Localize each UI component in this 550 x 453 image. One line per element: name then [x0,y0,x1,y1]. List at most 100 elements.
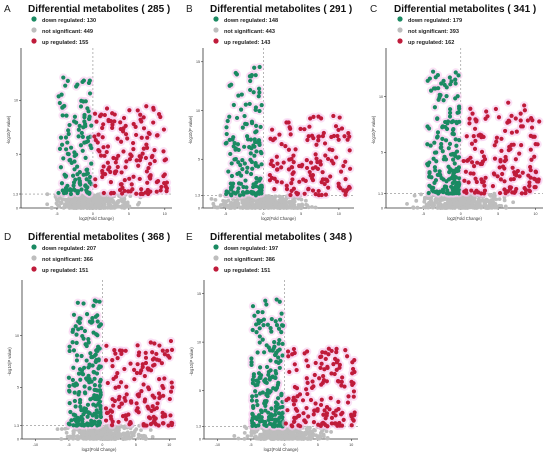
data-point-ns [72,202,77,207]
data-point-down [95,319,100,324]
data-point-up [146,165,151,171]
data-point-up [311,114,316,120]
data-point-up [147,161,153,166]
panel-label: D [4,232,11,243]
data-point-up [474,179,479,185]
data-point-ns [213,198,218,202]
data-point-down [82,384,87,389]
data-point-ns [136,436,141,440]
data-point-down [85,414,90,419]
data-point-up [508,177,514,182]
legend-marker-up [213,266,219,272]
data-point-down [440,124,445,129]
data-point-ns [124,435,129,440]
data-point-up [152,158,157,164]
data-point-up [101,164,106,169]
data-point-up [141,126,147,131]
data-point-down [80,333,85,339]
data-point-up [499,136,504,141]
data-point-down [236,147,241,153]
data-point-up [100,168,105,174]
data-point-down [244,185,249,190]
data-point-down [93,332,99,337]
data-point-ns [106,196,111,201]
data-point-down [98,390,103,395]
data-point-ns [111,199,116,203]
data-point-up [325,156,331,162]
data-point-down [82,115,87,120]
data-point-down [86,410,91,415]
data-point-down [438,93,443,98]
data-point-up [162,412,167,417]
data-point-down [456,189,461,194]
data-point-up [316,138,321,143]
data-point-up [517,151,522,156]
data-point-down [79,408,84,413]
data-point-down [57,146,63,151]
panel-label: E [186,232,193,243]
data-point-down [456,168,461,173]
data-point-up [520,124,525,129]
data-point-up [156,423,161,428]
legend-label-up: up regulated: 162 [408,40,454,46]
data-point-ns [429,200,434,205]
x-tick-label: 5 [135,443,137,447]
data-point-up [162,352,167,357]
data-point-up [104,343,109,348]
data-point-up [118,380,124,385]
data-point-up [104,149,109,155]
data-point-up [335,133,340,139]
data-point-down [57,100,62,106]
data-point-up [123,417,129,422]
data-point-ns [321,432,326,437]
data-point-up [528,164,533,170]
data-point-down [80,148,85,153]
data-point-up [329,158,334,163]
data-point-down [228,185,234,190]
data-point-down [268,358,273,363]
data-point-up [475,160,480,165]
panel-title: Differential metabolites ( 285 ) [28,4,170,15]
data-point-ns [451,205,456,210]
data-point-ns [455,201,460,206]
y-axis-label: -log10(P value) [371,115,376,144]
data-point-up [472,146,478,151]
data-point-down [447,75,452,80]
data-point-down [68,409,73,415]
data-point-down [439,141,444,147]
data-point-up [289,156,294,162]
data-point-down [224,140,229,145]
data-point-up [136,353,141,358]
data-point-ns [136,202,140,207]
data-point-down [450,176,456,181]
data-point-ns [112,436,117,441]
data-point-down [449,120,454,125]
legend-marker-down [31,16,37,22]
data-point-up [472,126,478,131]
data-point-down [89,161,94,166]
data-point-down [94,408,99,413]
data-point-down [92,353,97,358]
data-point-down [67,188,73,193]
data-point-down [252,65,257,70]
data-point-down [248,78,253,84]
data-point-up [326,185,331,190]
data-point-down [84,189,90,195]
data-point-up [115,164,120,170]
data-point-up [128,421,133,426]
data-point-up [509,130,515,135]
legend-label-ns: not significant: 449 [42,29,93,35]
data-point-up [310,188,316,193]
data-point-down [259,162,264,167]
data-point-ns [235,203,240,208]
data-point-up [109,416,114,421]
data-point-ns [81,436,86,441]
data-point-down [257,142,262,147]
data-point-down [253,130,258,135]
data-point-down [227,137,232,142]
legend-marker-down [213,16,219,22]
data-point-up [498,157,503,163]
data-point-down [242,144,247,149]
data-point-up [131,146,136,152]
data-point-down [73,177,78,182]
